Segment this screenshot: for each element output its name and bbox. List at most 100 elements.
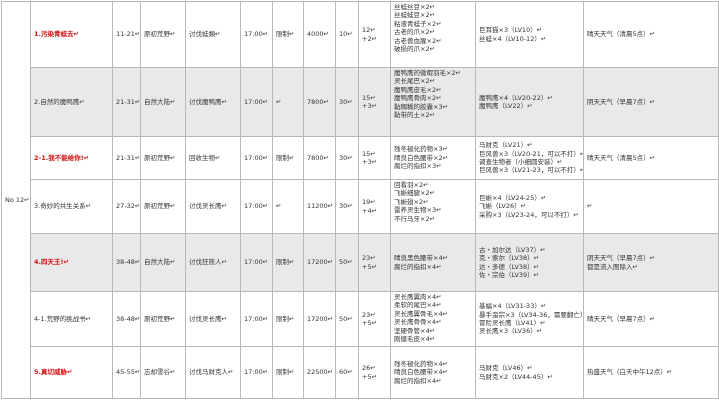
cell-line: 45-55↵ bbox=[116, 368, 141, 377]
cell-line: +5↵ bbox=[362, 319, 378, 327]
cell-line: 4.四天王!↵ bbox=[34, 258, 69, 267]
cell-line: 限制↵ bbox=[276, 258, 295, 267]
table-cell: 魔鸭鹰×4（LV20-22）↵ 魔鸭鹰（LV22）↵ bbox=[475, 67, 584, 137]
table-row: 5.真切威胁↵ 45-55↵ 忘却雪谷↵ 讨伐马财克人↵ 17:00↵ 限制↵ 22500↵… bbox=[2, 346, 719, 399]
cell-line: 7800↵ bbox=[307, 153, 329, 162]
table-cell: 5.真切威胁↵ bbox=[30, 346, 113, 399]
cell-line: 马财克×2（LV44-45）↵ bbox=[479, 372, 553, 381]
cell-line: 晴良白色腰带×4↵ bbox=[394, 368, 449, 377]
cell-line: 原初荒野↵ bbox=[144, 153, 176, 162]
table-cell: 17:00↵ bbox=[240, 233, 273, 292]
cell-line: 17200↵ bbox=[307, 314, 334, 323]
table-cell: 30↵ bbox=[335, 136, 359, 180]
table-cell: 马财克（LV21）↵ 巨风兽×3（LV20-21，可以不打）↵ 调查生物者（小细圆安… bbox=[475, 136, 584, 180]
cell-line: 回看羽×2↵ bbox=[394, 181, 429, 189]
table-cell: 热盛天气（白天中午12点）↵ bbox=[583, 346, 719, 399]
table-cell: 17200↵ bbox=[303, 233, 336, 292]
cell-line: 都是流入图除入↵ bbox=[587, 262, 638, 271]
table-cell: 2.自然的魔鸭鹰↵ bbox=[30, 67, 113, 137]
table-cell: 晴良黑色腰带×4↵ 腐烂的指扣×4↵ bbox=[390, 233, 476, 292]
table-cell: 限制↵ bbox=[272, 233, 304, 292]
cell-line: 不行马牙×2↵ bbox=[394, 214, 436, 223]
table-cell: 1.污染青蛙去↵ bbox=[30, 1, 113, 68]
table-row: 3.奇妙的共生关系↵ 27-32↵ 原初荒野↵ 讨伐灵长鹰↵ 17:00↵ ↵ 11200↵… bbox=[2, 179, 719, 234]
cell-line: 残冬褪化药物×4↵ bbox=[394, 359, 449, 368]
cell-line: 飞蜥翅×2↵ bbox=[394, 197, 429, 206]
table-cell: 15↵ +3↵ bbox=[358, 67, 391, 137]
table-cell: 讨伐狂熊人↵ bbox=[185, 233, 241, 292]
cell-line: 达・多德（LV38）↵ bbox=[479, 262, 540, 271]
cell-line: 17:00↵ bbox=[244, 368, 269, 377]
cell-line: 丝蛙蛙豆×2↵ bbox=[394, 11, 436, 20]
table-cell: 4-1.荒野的挑战书↵ bbox=[30, 291, 113, 347]
cell-line: 自然大陆↵ bbox=[144, 258, 176, 267]
cell-line: 30↵ bbox=[339, 153, 353, 162]
cell-line: 17:00↵ bbox=[244, 314, 269, 323]
cell-line: +3↵ bbox=[362, 102, 378, 110]
table-cell: 60↵ bbox=[335, 346, 359, 399]
cell-line: 灵长鹰×3（LV36）↵ bbox=[479, 327, 543, 336]
cell-line: +2↵ bbox=[362, 34, 378, 43]
cell-line: ↵ bbox=[276, 202, 282, 211]
table-cell: 17:00↵ bbox=[240, 291, 273, 347]
cell-line: 4-1.荒野的挑战书↵ bbox=[34, 314, 92, 323]
table-cell: 丝蛙丝豆×2↵ 丝蛙蛙豆×2↵ 粘液青蛙子×2↵ 古老的爪×2↵ 古老兽血腥×2↵ 破损的… bbox=[390, 1, 476, 68]
cell-line: 冒险灵长鹰（LV41）↵ bbox=[479, 319, 546, 327]
table-cell: 忘却雪谷↵ bbox=[140, 346, 186, 399]
table-cell: 7800↵ bbox=[303, 67, 336, 137]
table-cell: 晴天天气（清晨5点）↵ bbox=[583, 1, 719, 68]
cell-line: 坚硬骨管×4↵ bbox=[394, 326, 436, 335]
table-row: 2-1.我不能给你!↵ 21-31↵ 原初荒野↵ 回收生物↵ 17:00↵ 限制↵ 7800… bbox=[2, 136, 719, 180]
table-cell: 45-55↵ bbox=[112, 346, 141, 399]
table-cell: 讨伐马财克人↵ bbox=[185, 346, 241, 399]
cell-line: 22500↵ bbox=[307, 368, 334, 377]
cell-line: 晴天天气（清晨5点）↵ bbox=[587, 153, 656, 162]
table-row: 4.四天王!↵ 38-48↵ 自然大陆↵ 讨伐狂熊人↵ 17:00↵ 限制↵ 17200↵ 5… bbox=[2, 233, 719, 292]
table-cell: 30↵ bbox=[335, 179, 359, 234]
cell-line: 1.污染青蛙去↵ bbox=[34, 30, 79, 39]
cell-line: 灵长鹰骨骨×4↵ bbox=[394, 318, 442, 327]
cell-line: 2-1.我不能给你!↵ bbox=[34, 153, 90, 162]
cell-line: 15↵ bbox=[362, 93, 376, 102]
cell-line: 17200↵ bbox=[307, 258, 334, 267]
cell-line: 晴天天气（清晨5点）↵ bbox=[587, 30, 656, 39]
cell-line: 热盛天气（白天中午12点）↵ bbox=[587, 368, 673, 377]
cell-line: 26↵ bbox=[362, 364, 376, 373]
cell-line: 粘液青蛙子×2↵ bbox=[394, 19, 442, 28]
cell-line: 雷养灵生物×3↵ bbox=[394, 206, 442, 215]
cell-line: 21-31↵ bbox=[116, 153, 141, 162]
cell-line: 晴良黑色腰带×4↵ bbox=[394, 254, 449, 263]
table-cell: 自然大陆↵ bbox=[140, 67, 186, 137]
cell-line: 巨风兽×3（LV21-23，可以不打）↵ bbox=[479, 166, 584, 175]
cell-line: 破损的爪×2↵ bbox=[394, 45, 436, 54]
cell-line: ↵ bbox=[587, 202, 593, 211]
table-cell: 10↵ bbox=[335, 1, 359, 68]
cell-line: 17:00↵ bbox=[244, 30, 269, 39]
cell-line: 27-32↵ bbox=[116, 202, 141, 211]
cell-line: 腐烂的指扣×4↵ bbox=[394, 262, 442, 271]
table-cell: 魔鸭鹰的微暇羽毛×2↵ 灵长尾巴×2↵ 魔鸭鹰皮毛×2↵ 魔鸭鹰骨肉×2↵ 黏稠糊的胶囊… bbox=[390, 67, 476, 137]
table-cell: 11-21↵ bbox=[112, 1, 141, 68]
cell-line: 原初荒野↵ bbox=[144, 30, 176, 39]
cell-line: 佐・宗伯（LV39）↵ bbox=[479, 270, 540, 279]
cell-line: 50↵ bbox=[339, 314, 353, 323]
table-cell: 38-48↵ bbox=[112, 291, 141, 347]
cell-line: 巨耳猫×3（LV10）↵ bbox=[479, 26, 543, 35]
cell-line: 飞蜥细腿×2↵ bbox=[394, 189, 436, 198]
cell-line: +5↵ bbox=[362, 262, 378, 271]
cell-line: 自然大陆↵ bbox=[144, 97, 176, 106]
cell-line: 马财克（LV46）↵ bbox=[479, 364, 533, 373]
cell-line: 原初荒野↵ bbox=[144, 314, 176, 323]
cell-line: 讨伐灵长鹰↵ bbox=[189, 202, 227, 211]
table-cell: 22500↵ bbox=[303, 346, 336, 399]
cell-line: 3.奇妙的共生关系↵ bbox=[34, 202, 92, 211]
cell-line: 残冬褪化药物×3↵ bbox=[394, 145, 449, 154]
table-cell: 巨耳猫×3（LV10）↵ 丝蛙×4（LV10-12）↵ bbox=[475, 1, 584, 68]
table-cell: 限制↵ bbox=[272, 136, 304, 180]
table-cell: 回看羽×2↵ 飞蜥细腿×2↵ 飞蜥翅×2↵ 雷养灵生物×3↵ 不行马牙×2↵ bbox=[390, 179, 476, 234]
cell-line: 飞蜥（LV26）↵ bbox=[479, 202, 527, 211]
cell-line: 刚健毛皮×4↵ bbox=[394, 335, 436, 344]
cell-line: 讨伐蛙類↵ bbox=[189, 30, 221, 39]
table-cell: ↵ bbox=[272, 67, 304, 137]
